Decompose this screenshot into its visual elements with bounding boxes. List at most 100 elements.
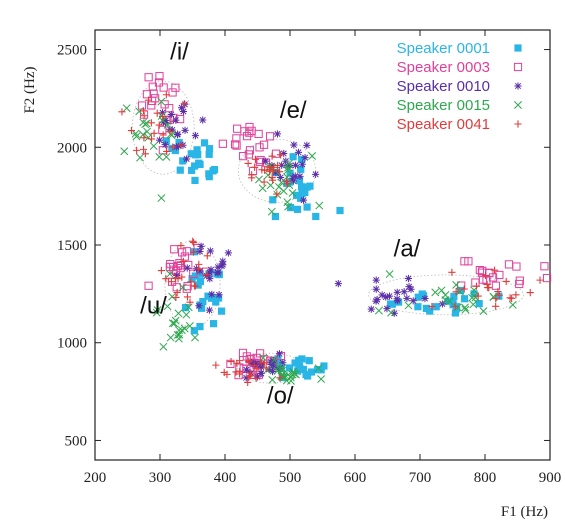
data-point xyxy=(173,262,183,271)
data-point xyxy=(267,207,276,216)
data-point xyxy=(215,291,223,299)
data-point xyxy=(278,161,286,169)
data-point xyxy=(317,375,326,384)
data-point xyxy=(178,248,187,257)
data-point xyxy=(193,146,201,154)
data-point xyxy=(275,182,283,191)
data-point xyxy=(191,176,199,185)
data-point xyxy=(182,247,191,256)
data-point xyxy=(162,275,170,283)
data-point xyxy=(242,374,250,382)
data-point xyxy=(168,88,177,97)
data-point xyxy=(188,166,196,174)
data-point xyxy=(182,284,191,293)
data-point xyxy=(460,285,468,293)
data-point xyxy=(143,127,152,136)
data-point xyxy=(288,189,297,197)
data-point xyxy=(414,303,422,311)
data-point xyxy=(490,266,499,274)
data-point xyxy=(173,271,181,280)
data-point xyxy=(387,300,395,308)
data-point xyxy=(178,283,187,292)
data-point xyxy=(513,62,523,72)
data-point xyxy=(460,257,469,266)
data-point xyxy=(191,131,200,140)
x-tick-label: 600 xyxy=(344,470,367,486)
data-point xyxy=(284,202,293,211)
data-point xyxy=(205,145,214,153)
data-point xyxy=(475,266,484,275)
data-point xyxy=(155,136,164,144)
data-point xyxy=(474,292,482,300)
data-point xyxy=(289,153,297,161)
data-point xyxy=(140,134,148,142)
data-point xyxy=(167,110,175,119)
data-point xyxy=(277,372,286,381)
data-point xyxy=(207,294,216,302)
data-point xyxy=(162,152,171,161)
data-point xyxy=(159,112,167,121)
data-point xyxy=(180,100,188,108)
data-point xyxy=(297,194,305,202)
data-point xyxy=(153,306,162,315)
y-tick-label: 1500 xyxy=(57,238,87,254)
data-point xyxy=(233,359,241,367)
data-point xyxy=(212,361,220,369)
data-point xyxy=(139,130,147,139)
data-point xyxy=(378,291,386,299)
data-point xyxy=(295,362,304,371)
vowel-label: /i/ xyxy=(170,38,189,65)
data-point xyxy=(155,72,164,81)
data-point xyxy=(205,150,213,158)
data-point xyxy=(206,247,214,255)
data-point xyxy=(514,101,522,109)
data-point xyxy=(504,260,514,269)
data-point xyxy=(171,83,180,92)
data-point xyxy=(190,327,198,335)
data-point xyxy=(158,109,167,117)
data-point xyxy=(286,373,295,382)
data-point xyxy=(179,107,188,116)
data-point xyxy=(255,143,264,152)
data-point xyxy=(152,308,161,317)
data-point xyxy=(252,360,260,368)
data-point xyxy=(542,273,552,283)
data-point xyxy=(141,150,149,158)
data-point xyxy=(166,333,175,342)
data-point xyxy=(284,162,292,170)
x-tick-label: 700 xyxy=(409,470,432,486)
data-point xyxy=(271,212,280,221)
data-point xyxy=(177,241,185,250)
data-point xyxy=(260,178,268,186)
data-point xyxy=(191,282,199,290)
data-point xyxy=(438,300,446,308)
data-point xyxy=(526,289,534,297)
data-point xyxy=(244,150,253,159)
data-point xyxy=(290,141,298,149)
data-point xyxy=(131,129,140,138)
data-point xyxy=(334,279,342,288)
data-point xyxy=(255,157,264,166)
data-point xyxy=(159,342,168,351)
data-point xyxy=(169,143,177,151)
data-point xyxy=(257,363,265,371)
data-point xyxy=(268,161,276,170)
data-point xyxy=(481,271,490,280)
vowel-label: /e/ xyxy=(280,97,307,124)
data-point xyxy=(404,301,413,310)
data-point xyxy=(336,206,344,215)
data-point xyxy=(502,277,510,286)
data-point xyxy=(187,150,195,158)
data-point xyxy=(269,196,277,204)
data-point xyxy=(165,270,174,278)
y-tick-label: 1000 xyxy=(57,336,87,352)
data-point xyxy=(536,276,544,284)
cluster-ellipse xyxy=(368,274,524,316)
data-point xyxy=(445,297,454,306)
data-point xyxy=(374,306,383,315)
vowel-labels: /i/ /e/ /u/ /o/ /a/ xyxy=(140,38,421,409)
data-point xyxy=(317,366,325,374)
data-point xyxy=(383,305,391,313)
data-point xyxy=(279,359,287,367)
data-point xyxy=(274,161,282,170)
